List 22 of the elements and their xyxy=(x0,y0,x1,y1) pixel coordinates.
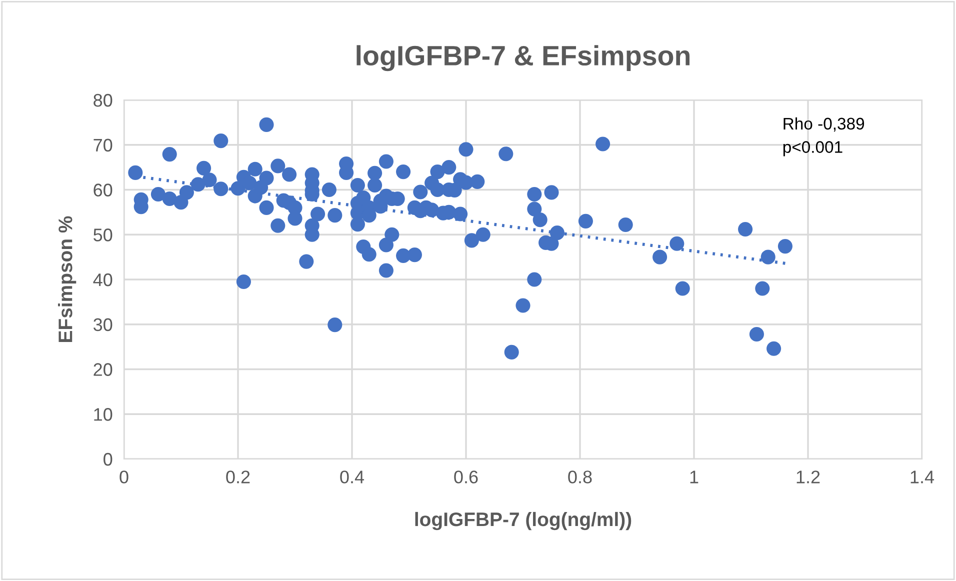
x-tick-label: 0 xyxy=(120,470,128,484)
y-tick-label: 10 xyxy=(94,408,112,421)
y-tick-label: 20 xyxy=(94,363,112,376)
y-tick-label: 70 xyxy=(94,138,112,152)
x-tick-label: 1.2 xyxy=(796,470,820,484)
y-tick-label: 80 xyxy=(94,94,112,107)
x-tick-label: 0.2 xyxy=(226,470,250,484)
annotation: Rho -0,389 xyxy=(784,117,864,132)
annotation: p<0.001 xyxy=(783,141,842,156)
x-tick-label: 0.8 xyxy=(568,470,592,484)
x-tick-label: 1.4 xyxy=(910,470,934,484)
y-axis-title: EFsimpson % xyxy=(58,216,76,342)
y-tick-label: 50 xyxy=(94,228,112,242)
x-tick-label: 1 xyxy=(690,470,698,484)
chart-title: logIGFBP-7 & EFsimpson xyxy=(356,45,690,72)
x-tick-label: 0.4 xyxy=(340,470,364,484)
y-tick-label: 0 xyxy=(104,452,112,466)
x-tick-label: 0.6 xyxy=(454,470,478,484)
y-tick-label: 40 xyxy=(93,273,112,286)
y-tick-label: 30 xyxy=(93,318,112,332)
y-tick-label: 60 xyxy=(94,184,112,196)
x-axis-title: logIGFBP-7 (log(ng/ml)) xyxy=(415,512,632,530)
